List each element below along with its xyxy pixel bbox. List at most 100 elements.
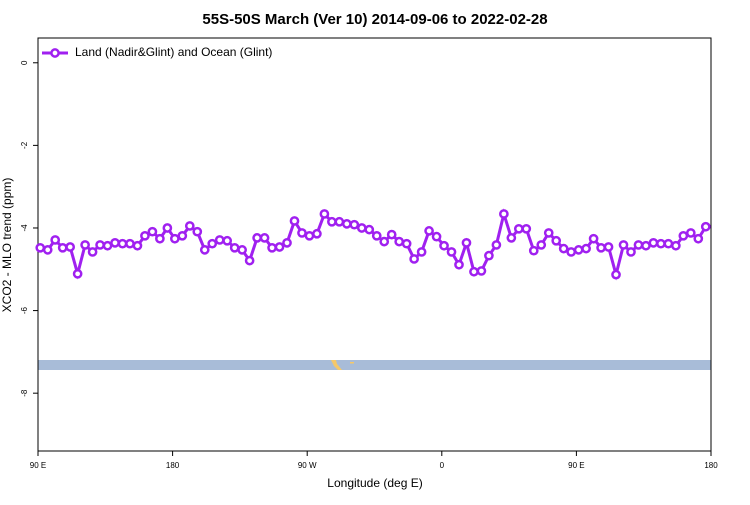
point: [169, 233, 180, 244]
point: [386, 229, 397, 240]
point: [581, 243, 591, 254]
point: [484, 250, 494, 261]
legend-label: Land (Nadir&Glint) and Ocean (Glint): [75, 45, 272, 59]
point: [267, 242, 277, 253]
point: [454, 259, 464, 270]
point: [155, 233, 165, 244]
point: [461, 237, 472, 248]
point: [693, 233, 704, 244]
point: [551, 235, 562, 246]
chart-title: 55S-50S March (Ver 10) 2014-09-06 to 202…: [202, 11, 547, 28]
point: [274, 242, 285, 252]
point: [162, 223, 173, 233]
point: [192, 226, 203, 237]
x-tick-label: 90 E: [568, 461, 584, 470]
point: [341, 219, 352, 229]
point: [469, 266, 479, 277]
point: [416, 247, 427, 257]
point: [648, 237, 659, 248]
point: [521, 223, 532, 234]
x-tick-label: 180: [704, 461, 718, 470]
point: [603, 242, 614, 252]
point: [685, 228, 696, 238]
point: [184, 221, 195, 231]
point: [282, 237, 292, 248]
point: [110, 237, 120, 248]
point: [252, 233, 262, 243]
point: [289, 216, 300, 226]
x-axis-label: Longitude (deg E): [327, 476, 422, 490]
point: [543, 228, 554, 238]
point: [35, 242, 46, 253]
y-tick-label: -4: [20, 224, 29, 232]
y-tick-label: -8: [20, 389, 29, 397]
point: [259, 233, 270, 243]
point: [409, 254, 419, 264]
point: [229, 242, 240, 253]
point: [72, 268, 83, 279]
point: [656, 238, 666, 249]
point: [237, 245, 247, 255]
point: [132, 240, 143, 251]
mask-band: [38, 360, 711, 370]
y-tick-label: 0: [20, 60, 29, 65]
x-tick-label: 0: [440, 461, 445, 470]
point: [439, 240, 449, 251]
point: [618, 240, 629, 250]
point: [678, 230, 689, 241]
point: [87, 247, 98, 257]
point: [117, 238, 128, 249]
point: [588, 233, 599, 244]
y-tick-label: -6: [20, 306, 29, 314]
x-tick-label: 90 W: [298, 461, 317, 470]
point: [394, 236, 405, 247]
point: [327, 216, 337, 227]
point: [334, 216, 345, 227]
point: [207, 238, 218, 249]
point: [297, 228, 307, 238]
point: [379, 236, 390, 247]
point: [80, 240, 90, 250]
point: [199, 245, 210, 255]
mask-patch: [331, 360, 342, 370]
point: [214, 235, 225, 245]
point: [596, 242, 606, 253]
x-tick-label: 180: [166, 461, 180, 470]
point: [431, 231, 442, 242]
point: [424, 226, 434, 236]
point: [671, 240, 681, 251]
point: [371, 230, 382, 241]
point: [95, 240, 105, 250]
y-axis-label: XCO2 - MLO trend (ppm): [0, 178, 14, 313]
point: [573, 245, 584, 255]
point: [401, 238, 412, 249]
point: [476, 266, 487, 276]
point: [558, 243, 569, 254]
point: [641, 240, 651, 251]
point: [177, 230, 188, 241]
point: [65, 242, 76, 252]
point: [513, 223, 524, 234]
point: [700, 221, 711, 232]
point: [566, 247, 577, 257]
x-tick-label: 90 E: [30, 461, 46, 470]
point: [102, 240, 113, 251]
point: [356, 223, 367, 233]
point: [140, 230, 150, 241]
point: [50, 235, 61, 245]
point: [364, 224, 375, 235]
y-tick-label: -2: [20, 141, 29, 149]
point: [57, 242, 68, 253]
point: [125, 238, 135, 249]
mask-patch: [350, 362, 354, 364]
legend-marker: [50, 48, 60, 58]
point: [244, 255, 255, 266]
point: [312, 228, 322, 239]
point: [319, 209, 330, 219]
point: [536, 240, 547, 250]
point: [633, 240, 644, 250]
point: [446, 247, 457, 257]
point: [626, 247, 636, 257]
point: [222, 235, 233, 246]
